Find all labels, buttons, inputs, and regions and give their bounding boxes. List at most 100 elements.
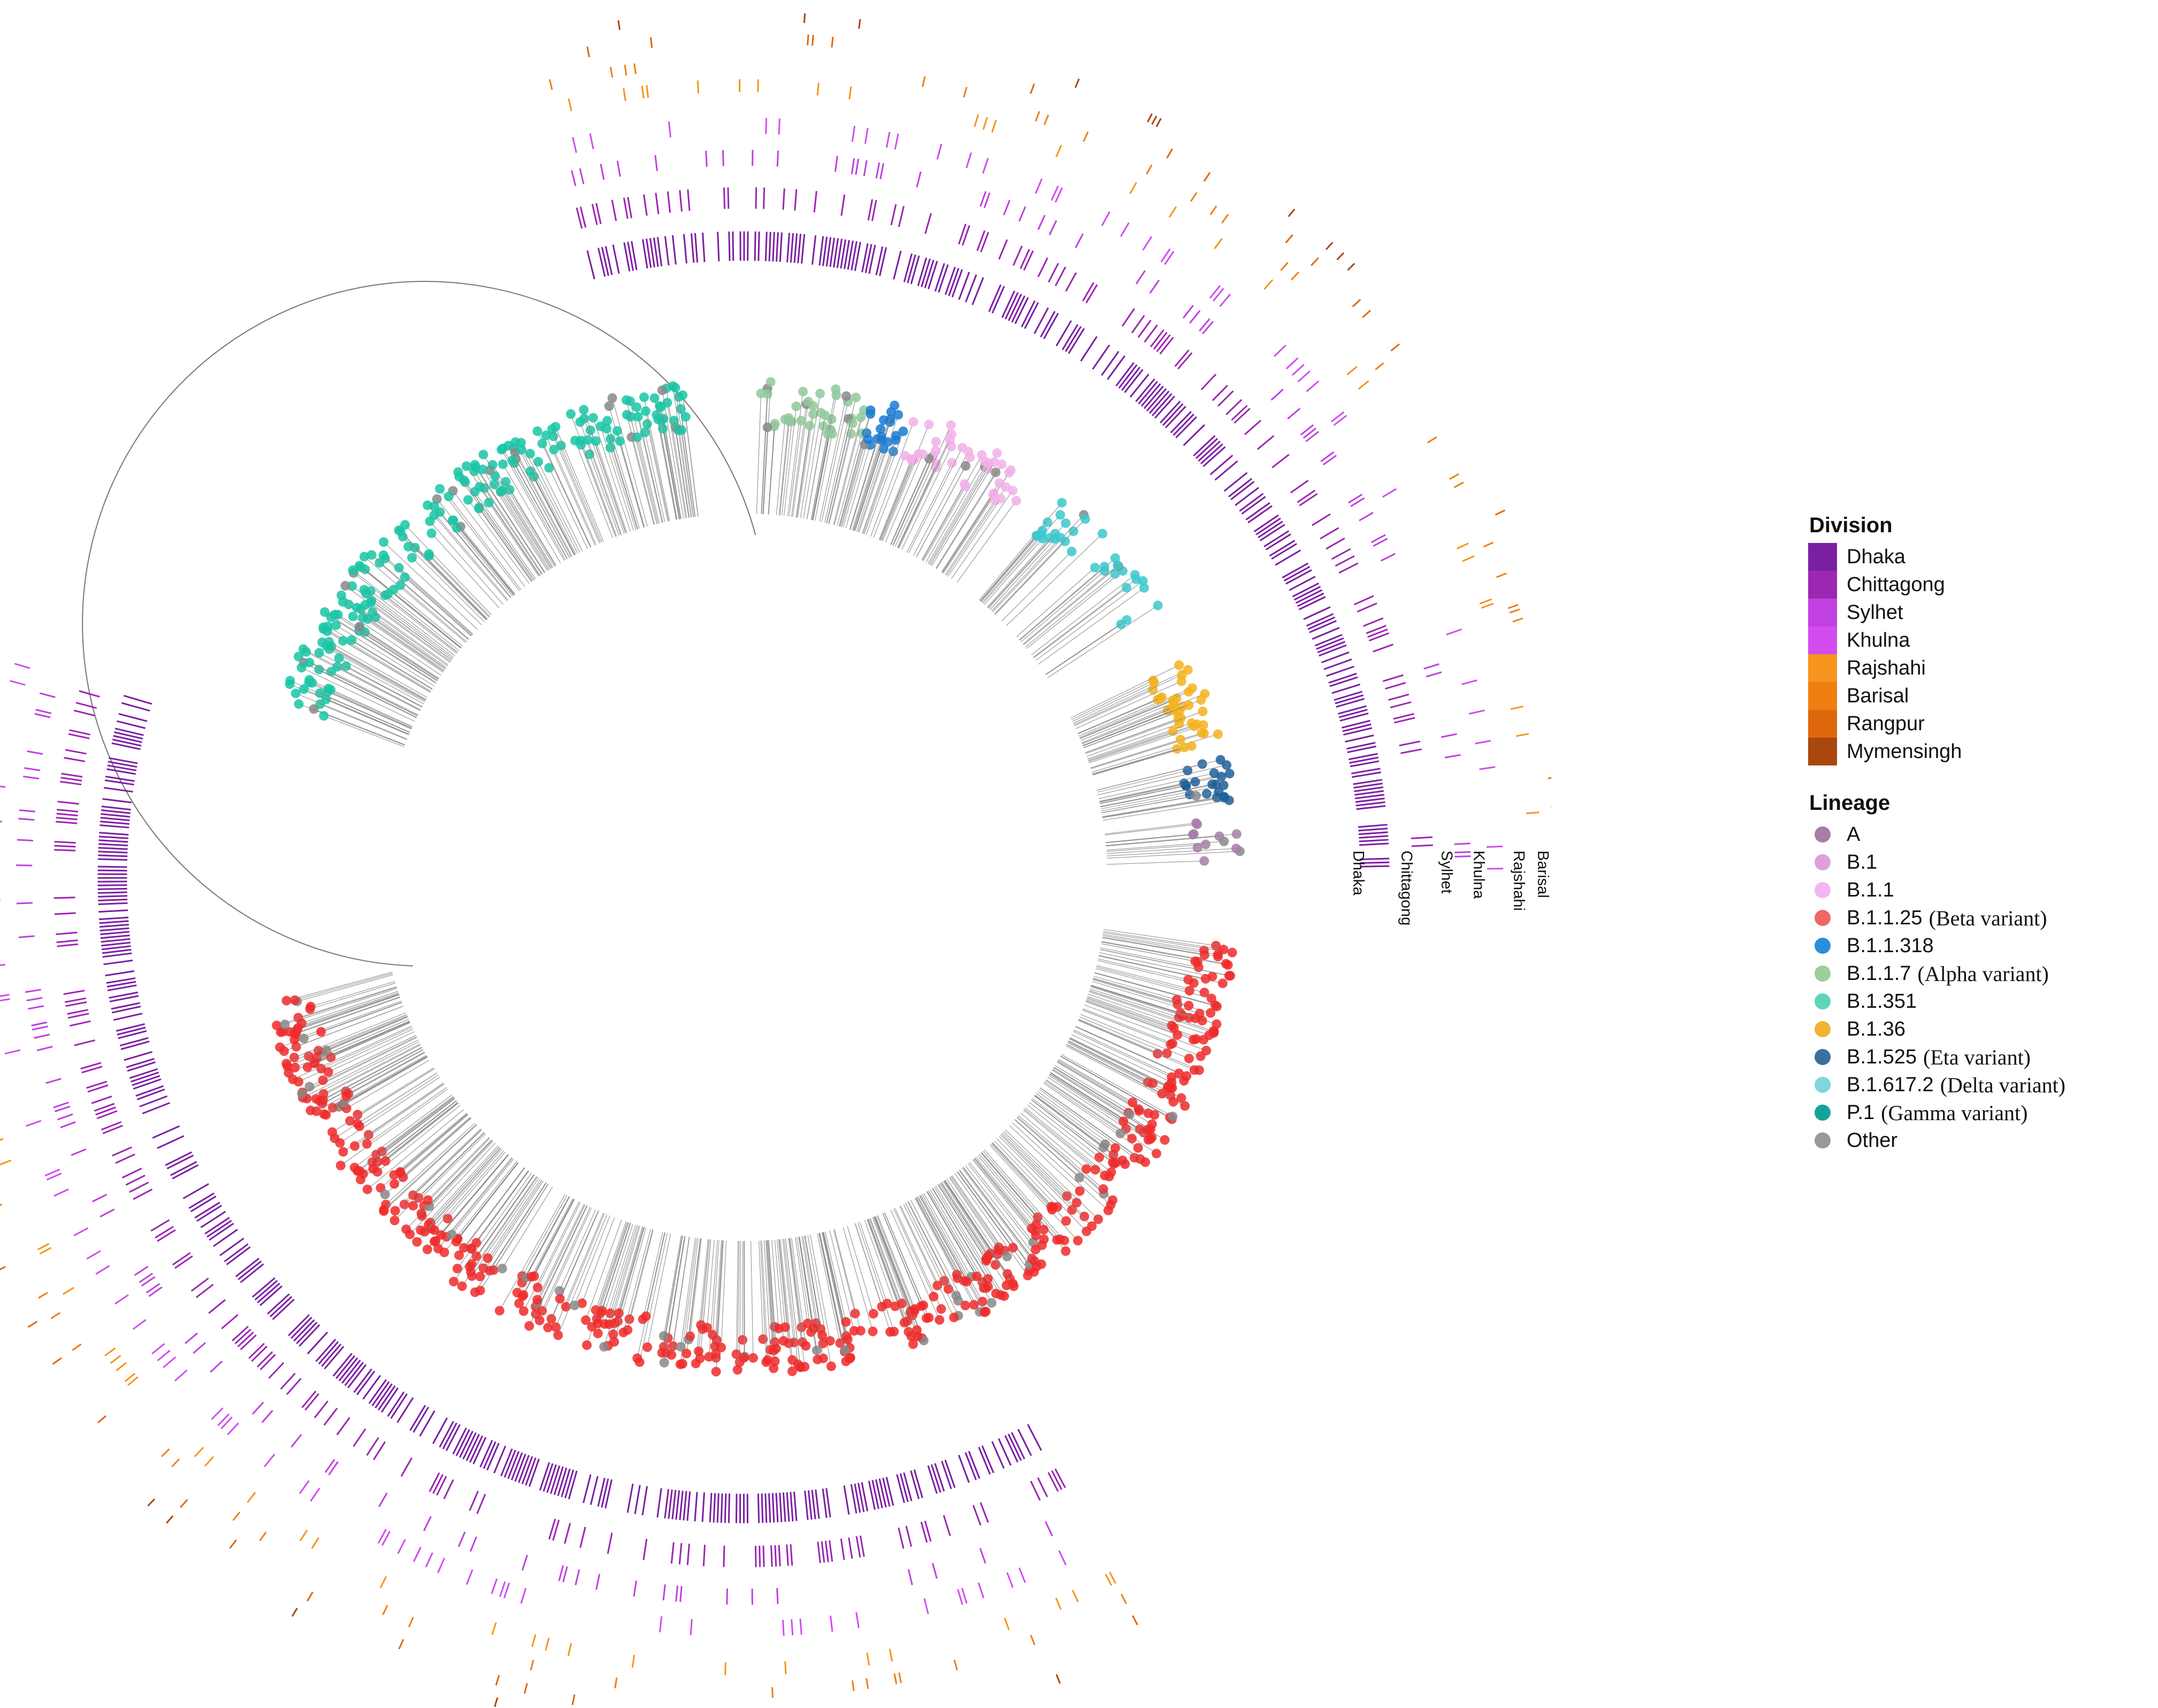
- branch: [956, 1171, 1029, 1272]
- ring-0-bar: [836, 239, 843, 269]
- branch: [854, 405, 895, 531]
- branch: [331, 617, 437, 684]
- tip-dot: [323, 687, 333, 697]
- branch: [914, 1198, 958, 1278]
- branch: [313, 709, 405, 745]
- branch: [927, 1191, 977, 1277]
- branch: [695, 1239, 709, 1364]
- ring-3-bar: [9, 680, 26, 686]
- ring-1-bar: [301, 1390, 317, 1408]
- branch: [803, 412, 822, 519]
- tip-dot: [677, 425, 687, 435]
- branch: [1021, 571, 1105, 642]
- branch: [639, 1232, 668, 1362]
- tip-dot: [1216, 771, 1227, 782]
- branch: [1097, 960, 1194, 984]
- tip-dot: [1206, 993, 1216, 1004]
- ring-1-bar: [611, 200, 617, 221]
- branch: [437, 499, 515, 595]
- branch: [1060, 1056, 1172, 1120]
- branch: [631, 436, 654, 525]
- tip-dot: [1067, 1205, 1077, 1215]
- branch: [899, 1206, 938, 1286]
- branch: [286, 971, 393, 1001]
- ring-3-bar: [864, 127, 869, 144]
- tip-dot: [825, 1336, 835, 1346]
- ring-7-bar: [1146, 113, 1153, 122]
- ring-1-bar: [436, 1475, 447, 1496]
- ring-1-bar: [1368, 632, 1390, 642]
- ring-1-bar: [1217, 390, 1234, 407]
- branch: [901, 446, 952, 550]
- branch: [1020, 1113, 1087, 1169]
- ring-0-bar: [1257, 520, 1283, 539]
- tip-dot: [659, 1358, 669, 1368]
- tip-dot: [380, 1189, 390, 1199]
- ring-0-bar: [1358, 831, 1388, 836]
- tip-dot: [510, 437, 521, 447]
- branch: [637, 1232, 665, 1359]
- tip-dot: [1197, 728, 1207, 738]
- ring-0-bar: [934, 263, 945, 292]
- tip-dot: [1107, 1195, 1118, 1205]
- branch: [1068, 1040, 1182, 1099]
- branch: [779, 1239, 793, 1372]
- tip-dot: [1061, 518, 1071, 529]
- branch: [942, 493, 994, 573]
- ring-2-bar: [34, 713, 51, 718]
- ring-3-bar: [491, 1578, 498, 1595]
- branch: [784, 406, 797, 516]
- ring-0-bar: [101, 938, 131, 943]
- tip-dot: [364, 1130, 374, 1140]
- ring-5-bar: [893, 1673, 898, 1684]
- ring-0-bar: [472, 1437, 487, 1465]
- ring-6-bar: [1361, 310, 1371, 318]
- tip-dot: [946, 420, 956, 430]
- tip-dot: [314, 664, 324, 675]
- ring-1-bar: [1299, 493, 1318, 507]
- branch: [992, 515, 1084, 612]
- ring-5-bar: [171, 1458, 180, 1467]
- branch: [331, 646, 426, 700]
- ring-0-bar: [843, 1485, 850, 1515]
- ring-1-bar: [80, 1062, 102, 1070]
- tip-dot: [1098, 1184, 1108, 1194]
- ring-1-bar: [859, 1535, 865, 1557]
- ring-3-bar: [829, 1615, 833, 1632]
- branch: [908, 447, 963, 554]
- branch: [365, 593, 453, 659]
- branch: [638, 416, 663, 523]
- ring-1-bar: [1272, 454, 1290, 469]
- tip-dot: [1184, 700, 1194, 710]
- tip-dot: [423, 1195, 433, 1205]
- ring-5-bar: [259, 1531, 267, 1542]
- tip-dot: [362, 1139, 372, 1149]
- branch: [761, 1240, 768, 1360]
- branch: [1037, 1091, 1116, 1148]
- branch: [873, 1216, 917, 1330]
- branch: [1016, 567, 1096, 637]
- branch: [400, 585, 467, 642]
- ring-0-bar: [1118, 364, 1138, 389]
- branch: [834, 1229, 861, 1331]
- branch: [1085, 711, 1203, 754]
- ring-3-bar: [499, 1581, 506, 1597]
- tip-dot: [1122, 615, 1132, 625]
- ring-0-bar: [1360, 865, 1390, 868]
- tip-dot: [543, 1322, 553, 1332]
- ring-0-bar: [321, 1343, 342, 1367]
- tip-dot: [494, 1306, 504, 1316]
- tip-dot: [290, 688, 301, 699]
- tip-dot: [458, 1243, 469, 1253]
- ring-0-bar: [119, 1037, 149, 1047]
- ring-0-bar: [432, 1417, 448, 1444]
- ring-0-bar: [948, 267, 960, 296]
- ring-0-bar: [204, 1216, 230, 1235]
- branch: [789, 1238, 803, 1343]
- branch: [366, 1087, 447, 1144]
- ring-0-bar: [1235, 487, 1259, 506]
- tip-dot: [798, 387, 808, 397]
- branch: [1098, 764, 1227, 795]
- branch: [1106, 844, 1206, 852]
- branch: [854, 1223, 882, 1307]
